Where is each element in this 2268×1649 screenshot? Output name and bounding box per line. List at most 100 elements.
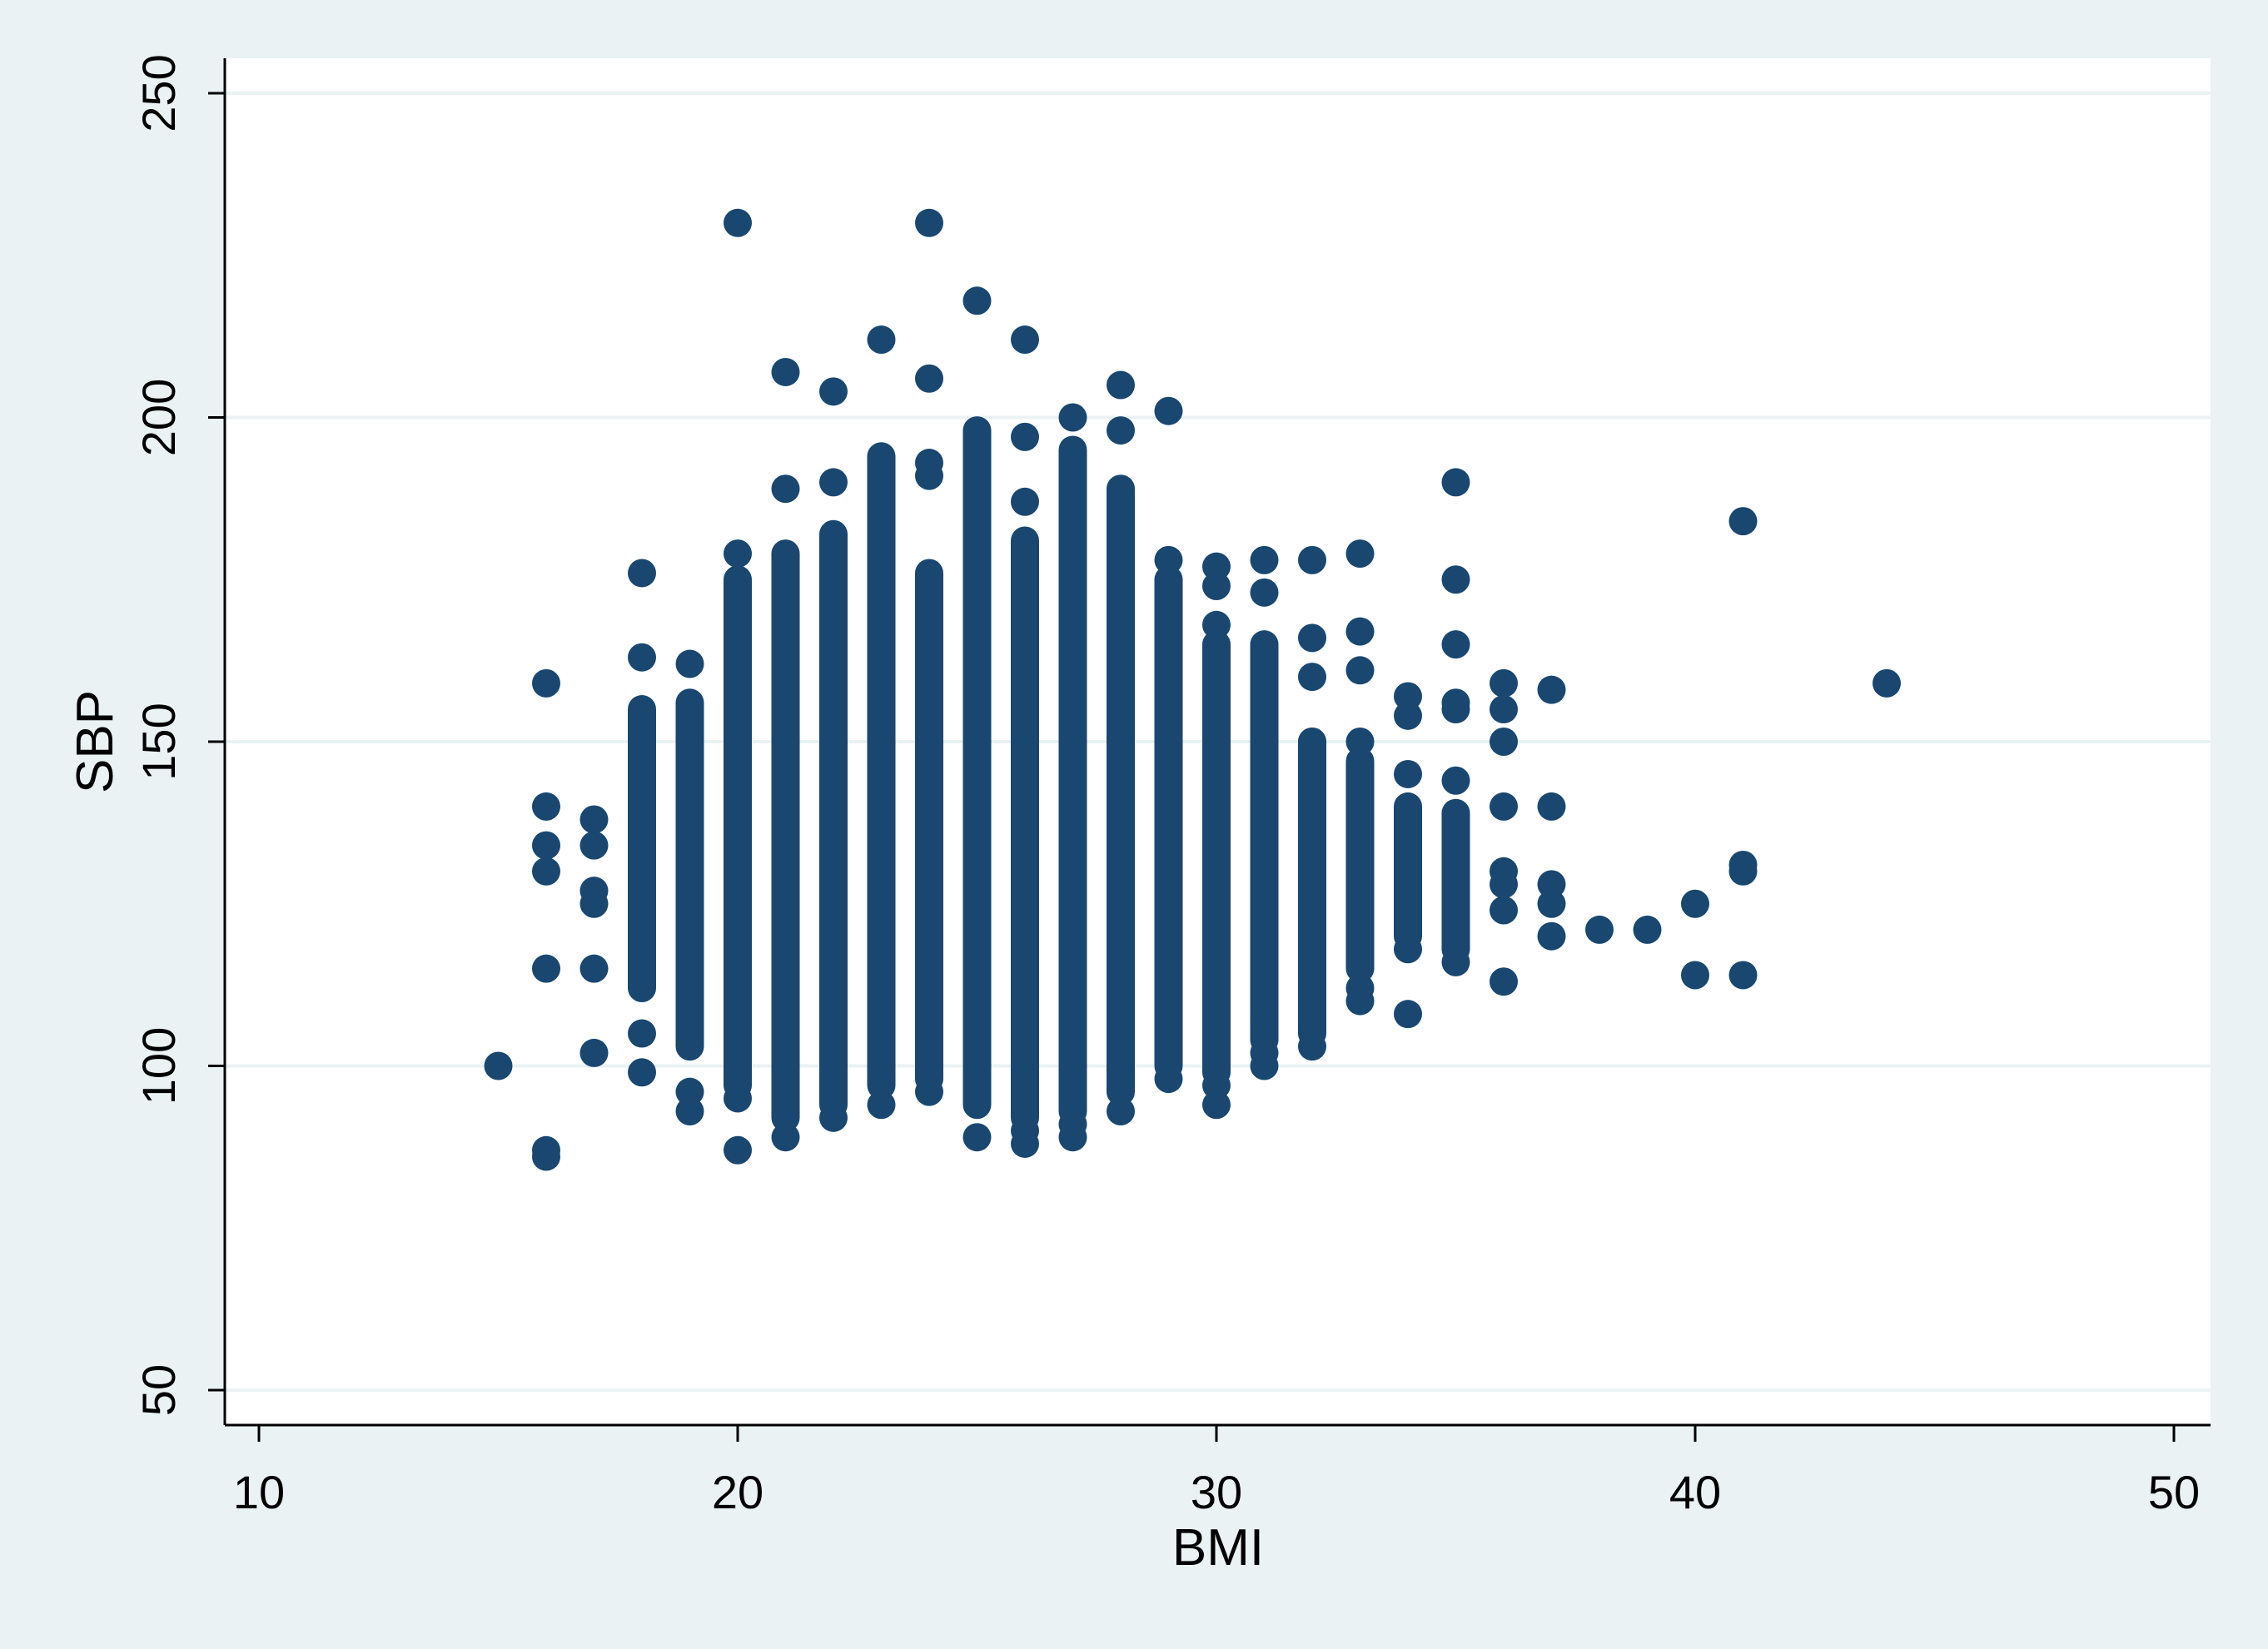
point-column-bmi-18	[628, 695, 656, 1003]
data-point	[962, 1123, 992, 1152]
data-point	[532, 668, 560, 698]
point-column-bmi-24	[915, 559, 943, 1094]
data-point	[771, 1123, 800, 1152]
data-point	[1633, 915, 1662, 944]
data-point	[1728, 851, 1758, 880]
data-point	[819, 1103, 848, 1132]
data-point	[1298, 623, 1326, 653]
data-point	[867, 325, 896, 355]
data-point	[1728, 507, 1758, 536]
data-point	[1250, 545, 1279, 574]
data-point	[1298, 728, 1326, 756]
data-point	[1394, 759, 1422, 788]
data-point	[1202, 1090, 1231, 1120]
data-point	[1154, 1065, 1183, 1094]
data-point	[1490, 967, 1518, 996]
point-column-bmi-31	[1250, 630, 1279, 1055]
data-point	[1298, 663, 1326, 692]
data-point	[1345, 728, 1375, 756]
data-point	[724, 1135, 752, 1165]
data-point	[1728, 961, 1758, 990]
data-point	[1441, 688, 1470, 718]
data-point	[1058, 1110, 1087, 1139]
x-tick-label-50: 50	[2148, 1466, 2200, 1518]
data-point	[1537, 921, 1566, 951]
point-column-bmi-25	[962, 416, 992, 1120]
data-point	[1537, 870, 1566, 899]
data-point	[579, 954, 609, 983]
data-point	[1585, 915, 1614, 944]
data-point	[1250, 1038, 1279, 1067]
data-point	[1537, 792, 1566, 821]
data-point	[724, 208, 752, 237]
data-point	[1345, 617, 1375, 646]
y-axis-title: SBP	[67, 690, 124, 793]
point-column-bmi-20	[724, 565, 752, 1100]
data-point	[579, 877, 609, 906]
data-point	[579, 831, 609, 860]
data-point	[1202, 552, 1231, 581]
x-tick-label-30: 30	[1191, 1466, 1242, 1518]
data-point	[1058, 403, 1087, 432]
point-column-bmi-30	[1202, 630, 1231, 1087]
point-column-bmi-34	[1394, 792, 1422, 951]
point-column-bmi-23	[867, 442, 896, 1100]
data-point	[1873, 668, 1901, 698]
data-point	[628, 1019, 656, 1048]
data-point	[1107, 1097, 1135, 1126]
data-point	[1681, 889, 1709, 918]
data-point	[579, 1038, 609, 1067]
data-point	[532, 792, 560, 821]
data-point	[532, 831, 560, 860]
y-tick-label-250: 250	[132, 54, 185, 132]
data-point	[1202, 1070, 1231, 1100]
data-point	[1345, 974, 1375, 1003]
y-tick-label-50: 50	[132, 1364, 185, 1416]
data-point	[1250, 1006, 1279, 1035]
data-point	[1011, 422, 1039, 451]
point-column-bmi-28	[1107, 474, 1135, 1106]
data-point	[915, 364, 943, 393]
data-point	[532, 1135, 560, 1165]
point-column-bmi-27	[1058, 435, 1087, 1126]
data-point	[1107, 370, 1135, 400]
y-tick-label-200: 200	[132, 379, 185, 456]
data-point	[1490, 728, 1518, 756]
x-tick-label-10: 10	[233, 1466, 285, 1518]
data-points	[484, 208, 1901, 1171]
data-point	[915, 1077, 943, 1106]
point-column-bmi-21	[771, 539, 800, 1132]
data-point	[675, 1077, 704, 1106]
data-point	[1490, 792, 1518, 821]
data-point	[1011, 1116, 1039, 1145]
x-tick-label-40: 40	[1669, 1466, 1721, 1518]
data-point	[962, 286, 992, 315]
data-point	[1441, 630, 1470, 659]
data-point	[1441, 766, 1470, 795]
data-point	[1441, 947, 1470, 976]
data-point	[724, 1084, 752, 1113]
data-point	[1011, 487, 1039, 516]
point-column-bmi-33	[1345, 747, 1375, 983]
data-point	[1490, 668, 1518, 698]
point-column-bmi-22	[819, 519, 848, 1120]
data-point	[771, 357, 800, 386]
point-column-bmi-26	[1011, 526, 1039, 1132]
data-point	[675, 649, 704, 678]
y-ticks: 50 100 150 200 250	[132, 54, 225, 1416]
data-point	[484, 1051, 513, 1080]
data-point	[724, 539, 752, 569]
data-point	[1011, 325, 1039, 355]
point-column-bmi-19	[675, 688, 704, 1061]
x-axis-title: BMI	[1172, 1519, 1264, 1577]
data-point	[532, 954, 560, 983]
data-point	[1154, 545, 1183, 574]
point-column-bmi-29	[1154, 565, 1183, 1080]
data-point	[1298, 545, 1326, 574]
data-point	[819, 377, 848, 406]
data-point	[1107, 416, 1135, 445]
data-point	[579, 805, 609, 834]
data-point	[1202, 610, 1231, 639]
data-point	[867, 1090, 896, 1120]
